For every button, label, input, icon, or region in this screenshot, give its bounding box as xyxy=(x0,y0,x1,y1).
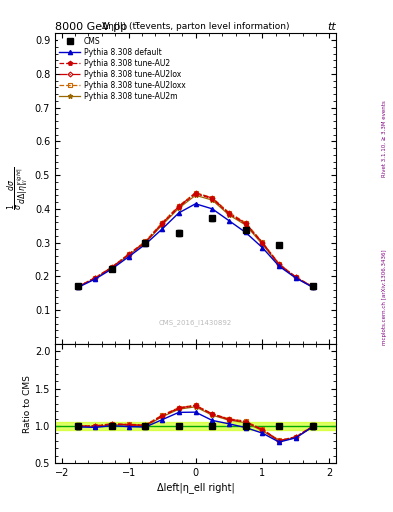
Legend: CMS, Pythia 8.308 default, Pythia 8.308 tune-AU2, Pythia 8.308 tune-AU2lox, Pyth: CMS, Pythia 8.308 default, Pythia 8.308 … xyxy=(57,35,187,102)
Text: mcplots.cern.ch [arXiv:1306.3436]: mcplots.cern.ch [arXiv:1306.3436] xyxy=(382,249,387,345)
Title: Δη(ll) (tt̅events, parton level information): Δη(ll) (tt̅events, parton level informat… xyxy=(102,22,289,31)
Y-axis label: $\frac{1}{\sigma}\frac{d\sigma}{d\Delta|\eta|_{ll}^{right|}}$: $\frac{1}{\sigma}\frac{d\sigma}{d\Delta|… xyxy=(6,167,32,210)
Bar xyxy=(55,422,336,430)
Text: Rivet 3.1.10, ≥ 3.3M events: Rivet 3.1.10, ≥ 3.3M events xyxy=(382,100,387,177)
Text: 8000 GeV pp: 8000 GeV pp xyxy=(55,22,127,32)
X-axis label: Δleft|η_ell right|: Δleft|η_ell right| xyxy=(157,482,234,493)
Text: CMS_2016_I1430892: CMS_2016_I1430892 xyxy=(159,319,232,326)
Text: tt: tt xyxy=(327,22,336,32)
Y-axis label: Ratio to CMS: Ratio to CMS xyxy=(23,375,32,433)
